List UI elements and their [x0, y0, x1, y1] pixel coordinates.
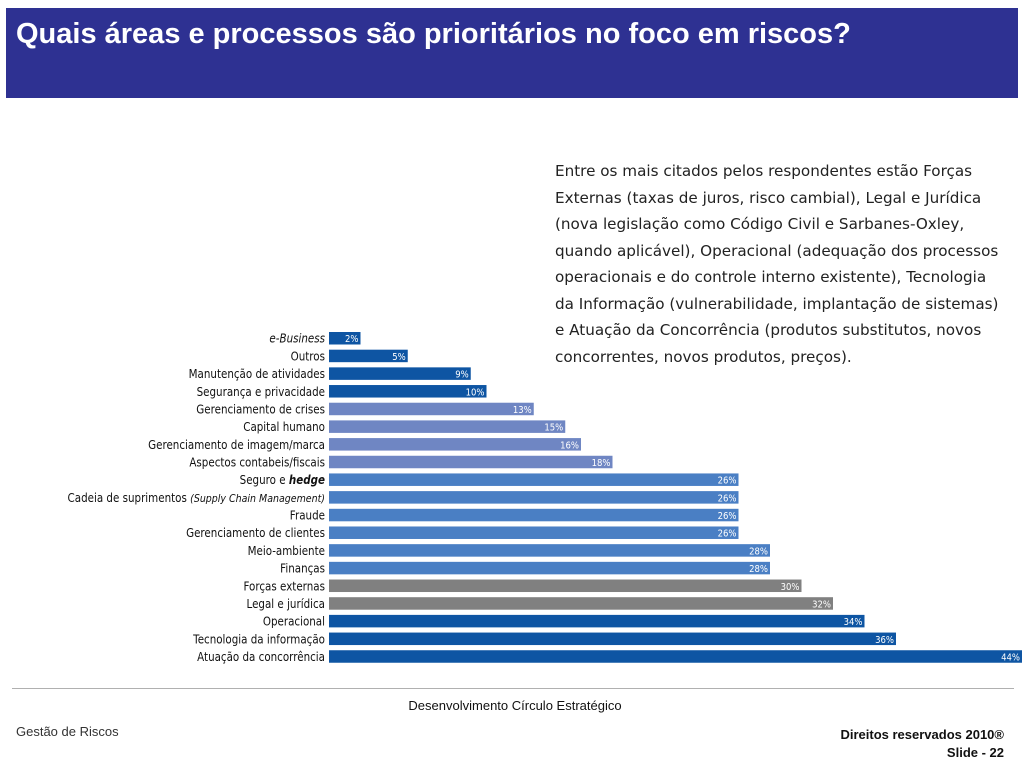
footer-left-text: Gestão de Riscos — [16, 724, 119, 739]
category-label: Cadeia de suprimentos (Supply Chain Mana… — [68, 491, 325, 505]
bar — [329, 438, 581, 451]
category-label: Manutenção de atividades — [189, 367, 325, 381]
bar — [329, 332, 361, 345]
data-label: 44% — [1001, 652, 1020, 664]
slide-number: Slide - 22 — [946, 745, 1004, 760]
bar — [329, 455, 613, 469]
category-label: Finanças — [280, 562, 325, 576]
bar — [329, 614, 865, 628]
category-label: Seguro e hedge — [240, 473, 326, 487]
title-bar: Quais áreas e processos são prioritários… — [6, 8, 1018, 98]
bar — [329, 402, 534, 416]
bar — [329, 349, 408, 363]
data-label: 36% — [875, 634, 894, 646]
category-label: Tecnologia da informação — [192, 633, 325, 647]
data-label: 16% — [560, 440, 579, 452]
data-label: 26% — [718, 528, 737, 540]
data-label: 28% — [749, 546, 768, 558]
bar-chart: e-Business 2% Outros 5% Manutenção de ativid… — [68, 332, 1022, 664]
slide-title: Quais áreas e processos são prioritários… — [16, 18, 851, 50]
bar — [329, 526, 739, 539]
bar — [329, 632, 896, 646]
data-label: 9% — [455, 369, 469, 381]
data-label: 2% — [345, 334, 359, 346]
copyright-text: Direitos reservados 2010® — [840, 727, 1004, 742]
category-label: Outros — [291, 350, 326, 364]
bar — [329, 491, 739, 504]
bar — [329, 650, 1022, 663]
data-label: 5% — [392, 351, 406, 363]
category-label: Aspectos contabeis/fiscais — [189, 456, 325, 470]
footer-center-text: Desenvolvimento Círculo Estratégico — [408, 698, 622, 713]
data-label: 26% — [718, 493, 737, 505]
data-label: 26% — [718, 475, 737, 487]
category-label: Gerenciamento de crises — [196, 403, 325, 417]
footer-divider — [12, 688, 1014, 689]
data-label: 28% — [749, 563, 768, 575]
bar — [329, 385, 487, 398]
category-label: Forças externas — [243, 580, 325, 594]
category-label: Gerenciamento de imagem/marca — [148, 438, 325, 452]
category-label: Operacional — [263, 615, 325, 629]
data-label: 18% — [592, 457, 611, 469]
bar — [329, 597, 833, 610]
data-label: 13% — [513, 404, 532, 416]
data-label: 15% — [544, 422, 563, 434]
data-label: 10% — [466, 387, 485, 399]
category-label: Atuação da concorrência — [197, 650, 325, 664]
category-label: Legal e jurídica — [247, 597, 325, 611]
category-label: Fraude — [290, 509, 325, 523]
category-label: Capital humano — [243, 420, 325, 434]
description-text: Entre os mais citados pelos respondentes… — [555, 162, 999, 366]
data-label: 32% — [812, 599, 831, 611]
bar — [329, 561, 770, 575]
category-label: Meio-ambiente — [248, 544, 326, 558]
bar — [329, 508, 739, 522]
category-label: Gerenciamento de clientes — [186, 527, 325, 541]
data-label: 34% — [844, 617, 863, 629]
bar — [329, 579, 802, 593]
data-label: 30% — [781, 581, 800, 593]
footer-right-block: Direitos reservados 2010® Slide - 22 — [840, 726, 1004, 762]
category-label: Segurança e privacidade — [197, 385, 325, 399]
bar — [329, 544, 770, 557]
category-label: e-Business — [269, 332, 325, 346]
data-label: 26% — [718, 510, 737, 522]
bar — [329, 367, 471, 380]
bar — [329, 473, 739, 486]
bar — [329, 420, 566, 433]
